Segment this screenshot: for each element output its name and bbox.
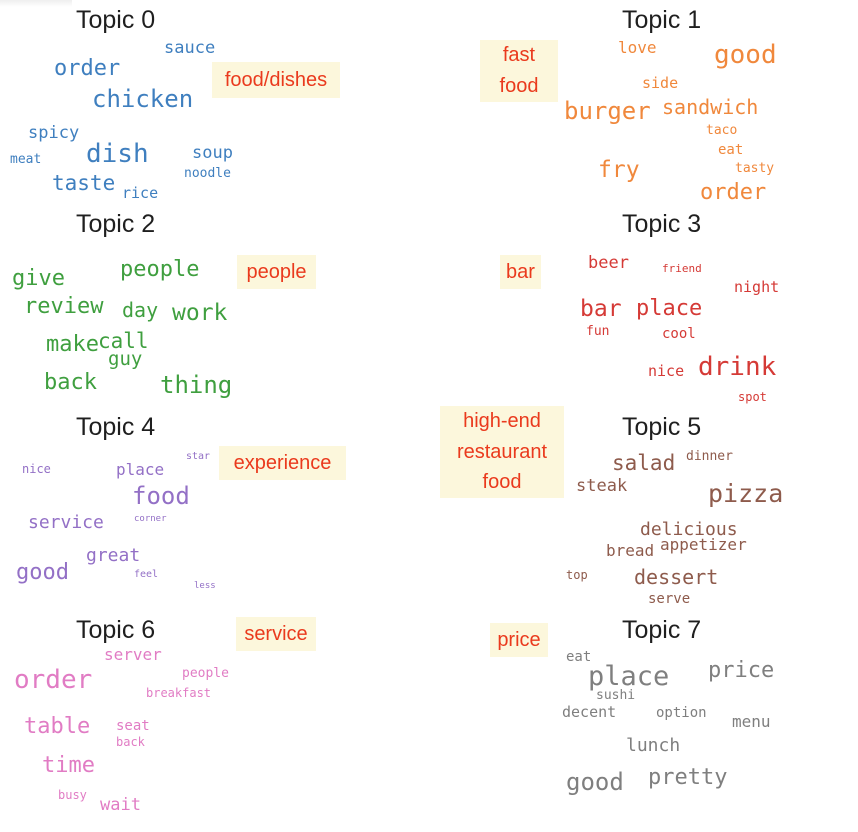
cloud-word: star	[186, 451, 211, 462]
topic-title: Topic 5	[622, 413, 702, 441]
cloud-word: review	[24, 294, 104, 319]
cloud-word: people	[120, 257, 200, 282]
cloud-word: side	[642, 74, 679, 92]
cloud-word: make	[46, 332, 99, 357]
topic-label-tag: service	[236, 617, 316, 651]
cloud-word: bread	[606, 541, 655, 560]
topic-title: Topic 6	[76, 616, 156, 644]
cloud-word: table	[24, 714, 91, 739]
cloud-word: noodle	[184, 166, 231, 181]
cloud-word: dessert	[634, 565, 719, 589]
cloud-word: order	[14, 665, 93, 695]
cloud-word: delicious	[640, 519, 738, 540]
cloud-word: drink	[698, 352, 777, 382]
cloud-word: option	[656, 705, 707, 721]
cloud-word: good	[16, 560, 69, 585]
cloud-word: place	[116, 460, 165, 479]
cloud-word: feel	[134, 569, 159, 580]
cloud-word: cool	[662, 326, 696, 342]
cloud-word: dish	[86, 139, 149, 169]
cloud-word: back	[116, 735, 145, 749]
cloud-word: pretty	[648, 765, 728, 790]
cloud-word: love	[618, 38, 657, 57]
cloud-word: people	[182, 666, 229, 681]
cloud-word: server	[104, 645, 162, 664]
cloud-word: spot	[738, 390, 767, 404]
cloud-word: appetizer	[660, 535, 747, 554]
cloud-word: night	[734, 278, 780, 296]
cloud-word: good	[714, 40, 777, 70]
cloud-word: fry	[598, 157, 640, 183]
topic-title: Topic 2	[76, 210, 156, 238]
topic-label-tag: fast food	[480, 40, 558, 102]
topic-label-tag: experience	[219, 446, 346, 480]
cloud-word: call	[98, 329, 149, 353]
cloud-word: guy	[108, 348, 143, 370]
cloud-word: chicken	[92, 85, 194, 113]
cloud-word: seat	[116, 718, 150, 734]
cloud-word: place	[588, 661, 670, 692]
cloud-word: nice	[22, 462, 51, 476]
cloud-word: lunch	[626, 735, 681, 756]
cloud-word: thing	[160, 371, 233, 399]
cloud-word: great	[86, 545, 141, 566]
cloud-word: less	[194, 581, 216, 591]
cloud-word: breakfast	[146, 686, 212, 700]
cloud-word: taste	[52, 171, 116, 195]
cloud-word: spicy	[28, 123, 80, 143]
topic-label-tag: high-end restaurant food	[440, 406, 564, 498]
cloud-word: sushi	[596, 688, 636, 703]
topic-label-tag: people	[237, 255, 316, 289]
cloud-word: price	[708, 658, 775, 683]
cloud-word: top	[566, 568, 588, 582]
cloud-word: order	[54, 56, 121, 81]
topic-label-tag: bar	[500, 255, 541, 289]
cloud-word: meat	[10, 152, 42, 167]
cloud-word: steak	[576, 476, 628, 496]
cloud-word: back	[44, 370, 97, 395]
cloud-word: eat	[566, 649, 592, 665]
topic-title: Topic 4	[76, 413, 156, 441]
cloud-word: salad	[612, 451, 676, 475]
cloud-word: bar	[580, 296, 622, 322]
cloud-word: tasty	[735, 161, 775, 176]
cloud-word: taco	[706, 123, 738, 138]
cloud-word: friend	[662, 262, 702, 275]
corner-mark	[0, 0, 72, 7]
cloud-word: nice	[648, 362, 685, 380]
cloud-word: day	[122, 298, 159, 322]
cloud-word: serve	[648, 591, 691, 607]
topic-label-tag: price	[490, 623, 548, 657]
cloud-word: dinner	[686, 449, 733, 464]
cloud-word: time	[42, 753, 95, 778]
cloud-word: food	[132, 482, 190, 510]
cloud-word: sauce	[164, 38, 216, 58]
cloud-word: corner	[134, 514, 167, 524]
cloud-word: beer	[588, 253, 629, 273]
cloud-word: work	[172, 300, 228, 326]
cloud-word: burger	[564, 97, 651, 125]
cloud-word: fun	[586, 324, 610, 339]
cloud-word: good	[566, 768, 624, 796]
cloud-word: rice	[122, 184, 159, 202]
cloud-word: menu	[732, 712, 771, 731]
cloud-word: order	[700, 180, 767, 205]
cloud-word: place	[636, 296, 703, 321]
topic-title: Topic 3	[622, 210, 702, 238]
topic-label-tag: food/dishes	[212, 62, 340, 98]
topic-title: Topic 1	[622, 6, 702, 34]
topic-title: Topic 7	[622, 616, 702, 644]
cloud-word: busy	[58, 788, 87, 802]
topic-title: Topic 0	[76, 6, 156, 34]
cloud-word: sandwich	[662, 95, 759, 119]
cloud-word: service	[28, 512, 104, 533]
cloud-word: wait	[100, 795, 141, 815]
cloud-word: pizza	[708, 479, 784, 508]
cloud-word: give	[12, 266, 65, 291]
cloud-word: soup	[192, 143, 233, 163]
cloud-word: eat	[718, 142, 744, 158]
cloud-word: decent	[562, 703, 617, 721]
